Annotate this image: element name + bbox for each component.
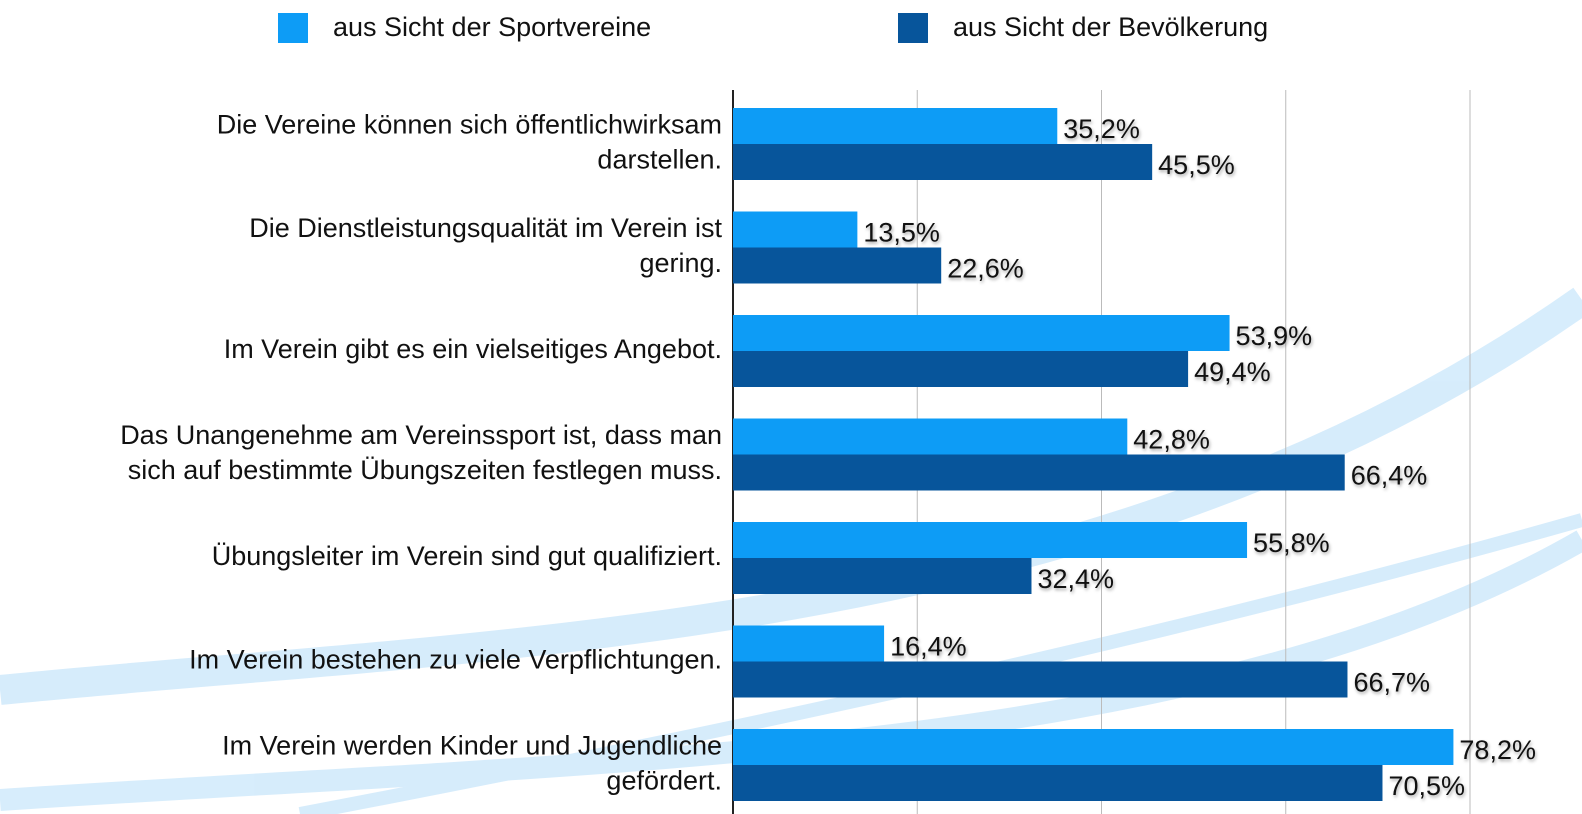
value-label: 45,5%	[1158, 150, 1235, 180]
value-label: 13,5%	[863, 218, 940, 248]
bar	[733, 315, 1230, 351]
category-label: Übungsleiter im Verein sind gut qualifiz…	[212, 541, 722, 571]
value-label: 53,9%	[1236, 321, 1313, 351]
bar	[733, 729, 1454, 765]
legend-label: aus Sicht der Bevölkerung	[953, 12, 1268, 42]
value-label: 16,4%	[890, 632, 967, 662]
swoosh	[298, 513, 1582, 814]
category-label: Im Verein werden Kinder und Jugendliche g…	[222, 731, 722, 796]
legend-swatch	[898, 13, 928, 43]
swoosh	[0, 287, 1582, 705]
category-label: Die Vereine können sich öffentlichwirksa…	[217, 110, 722, 175]
category-label: Im Verein gibt es ein vielseitiges Angeb…	[224, 334, 722, 364]
value-label: 35,2%	[1063, 114, 1140, 144]
value-label: 66,4%	[1351, 461, 1428, 491]
value-label: 70,5%	[1388, 771, 1465, 801]
bar	[733, 418, 1128, 455]
value-label: 78,2%	[1459, 735, 1536, 765]
category-label: Im Verein bestehen zu viele Verpflichtun…	[189, 645, 722, 675]
value-label: 49,4%	[1194, 357, 1271, 387]
value-label: 55,8%	[1253, 528, 1330, 558]
bar	[733, 211, 858, 248]
bar	[733, 661, 1348, 698]
bar	[733, 558, 1032, 594]
bar	[733, 454, 1345, 491]
bar	[733, 247, 942, 284]
legend-swatch	[278, 13, 308, 43]
bar	[733, 144, 1153, 180]
value-label: 66,7%	[1353, 668, 1430, 698]
bar	[733, 108, 1058, 144]
value-label: 22,6%	[947, 254, 1024, 284]
category-label: Das Unangenehme am Vereinssport ist, das…	[120, 420, 722, 485]
bar	[733, 522, 1248, 558]
bar	[733, 625, 885, 662]
value-label: 32,4%	[1037, 564, 1114, 594]
legend-label: aus Sicht der Sportvereine	[333, 12, 651, 42]
value-label: 42,8%	[1133, 425, 1210, 455]
category-label: Die Dienstleistungsqualität im Verein is…	[249, 213, 722, 278]
bar	[733, 765, 1383, 801]
bar	[733, 351, 1189, 387]
